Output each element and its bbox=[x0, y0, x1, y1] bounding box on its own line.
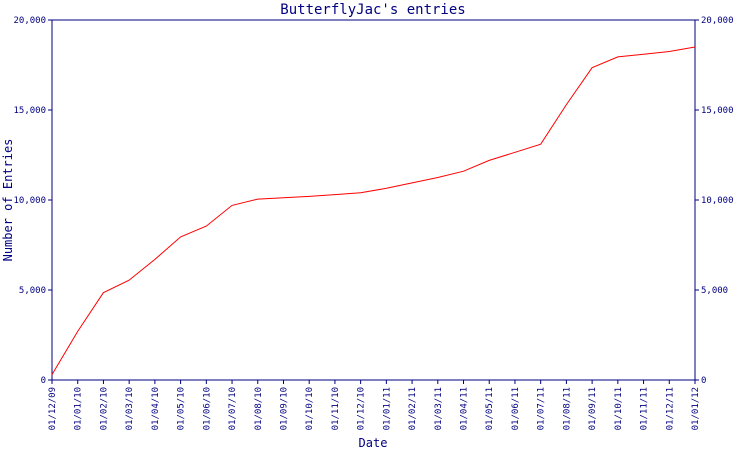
x-tick-label: 01/12/11 bbox=[665, 387, 675, 430]
x-tick-label: 01/12/09 bbox=[48, 387, 58, 430]
y-tick-label-right: 5,000 bbox=[701, 286, 728, 296]
y-tick-label-right: 15,000 bbox=[701, 106, 734, 116]
x-tick-label: 01/09/11 bbox=[588, 387, 598, 430]
axes bbox=[51, 19, 696, 381]
y-tick-label-right: 10,000 bbox=[701, 196, 734, 206]
x-tick-label: 01/01/11 bbox=[382, 387, 392, 430]
x-tick-label: 01/12/10 bbox=[357, 387, 367, 430]
y-axis-ticks: 0 0 5,000 5,000 10,000 10,000 15,000 15,000 20,0… bbox=[13, 16, 733, 386]
x-axis-ticks: 01/12/09 01/01/10 01/02/10 01/03/10 01/04/10… bbox=[48, 380, 701, 430]
x-tick-label: 01/07/11 bbox=[537, 387, 547, 430]
chart-title: ButterflyJac's entries bbox=[280, 2, 465, 18]
x-tick-label: 01/02/10 bbox=[99, 387, 109, 430]
x-tick-label: 01/05/11 bbox=[485, 387, 495, 430]
series-line bbox=[51, 46, 696, 375]
x-tick-label: 01/03/10 bbox=[125, 387, 135, 430]
x-tick-label: 01/08/10 bbox=[254, 387, 264, 430]
x-tick-label: 01/11/10 bbox=[331, 387, 341, 430]
x-tick-label: 01/04/11 bbox=[460, 387, 470, 430]
x-tick-label: 01/01/12 bbox=[691, 387, 701, 430]
x-tick-label: 01/03/11 bbox=[434, 387, 444, 430]
x-tick-label: 01/06/10 bbox=[202, 387, 212, 430]
y-tick-label-right: 20,000 bbox=[701, 16, 734, 26]
y-tick-label-left: 5,000 bbox=[19, 286, 46, 296]
x-tick-label: 01/07/10 bbox=[228, 387, 238, 430]
y-axis-label: Number of Entries bbox=[1, 139, 15, 262]
x-tick-label: 01/10/11 bbox=[614, 387, 624, 430]
x-tick-label: 01/02/11 bbox=[408, 387, 418, 430]
y-tick-label-left: 0 bbox=[41, 376, 46, 386]
x-axis-label: Date bbox=[359, 436, 388, 450]
y-tick-label-left: 15,000 bbox=[13, 106, 46, 116]
x-tick-label: 01/09/10 bbox=[279, 387, 289, 430]
y-tick-label-right: 0 bbox=[701, 376, 706, 386]
x-tick-label: 01/05/10 bbox=[177, 387, 187, 430]
x-tick-label: 01/11/11 bbox=[640, 387, 650, 430]
x-tick-label: 01/04/10 bbox=[151, 387, 161, 430]
x-tick-label: 01/01/10 bbox=[74, 387, 84, 430]
x-tick-label: 01/08/11 bbox=[562, 387, 572, 430]
x-tick-label: 01/10/10 bbox=[305, 387, 315, 430]
x-tick-label: 01/06/11 bbox=[511, 387, 521, 430]
y-tick-label-left: 10,000 bbox=[13, 196, 46, 206]
y-tick-label-left: 20,000 bbox=[13, 16, 46, 26]
